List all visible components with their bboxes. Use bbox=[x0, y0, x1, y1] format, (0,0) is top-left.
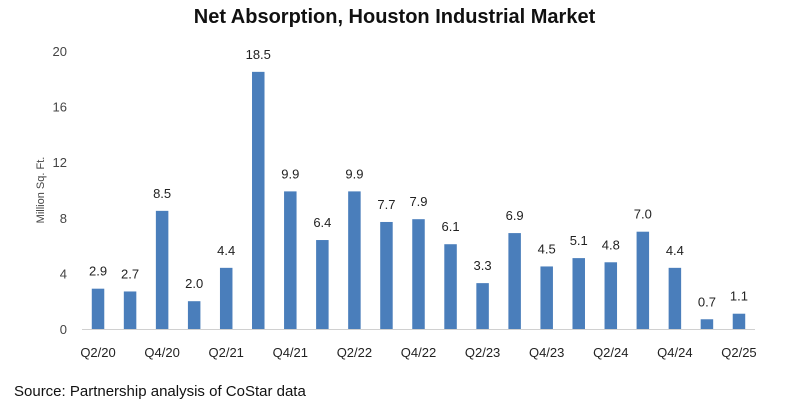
x-tick-label: Q2/23 bbox=[465, 345, 500, 360]
bar bbox=[604, 262, 618, 329]
data-label: 6.4 bbox=[313, 215, 331, 230]
y-tick-label: 0 bbox=[60, 322, 67, 337]
y-tick-label: 16 bbox=[53, 100, 67, 115]
y-tick-label: 20 bbox=[53, 44, 67, 59]
data-label: 2.0 bbox=[185, 276, 203, 291]
bar bbox=[476, 283, 489, 329]
source-note: Source: Partnership analysis of CoStar d… bbox=[14, 383, 306, 400]
bar bbox=[636, 231, 650, 329]
data-label: 4.4 bbox=[666, 243, 684, 258]
x-tick-label: Q2/25 bbox=[721, 345, 756, 360]
data-label: 4.8 bbox=[602, 237, 620, 252]
data-label: 6.1 bbox=[442, 219, 460, 234]
data-label: 4.5 bbox=[538, 241, 556, 256]
data-label: 7.0 bbox=[634, 207, 652, 222]
bar bbox=[284, 191, 297, 329]
data-label: 3.3 bbox=[474, 258, 492, 273]
data-label: 18.5 bbox=[246, 47, 271, 62]
data-label: 5.1 bbox=[570, 233, 588, 248]
y-axis-label: Million Sq. Ft. bbox=[35, 157, 47, 224]
x-tick-label: Q4/22 bbox=[401, 345, 436, 360]
x-axis-labels: Q2/20 Q4/20 Q2/21 Q4/21 Q2/22 Q4/22 Q2/23 Q4/23… bbox=[80, 345, 756, 360]
bar bbox=[540, 266, 553, 329]
x-tick-label: Q4/21 bbox=[273, 345, 308, 360]
x-tick-label: Q4/23 bbox=[529, 345, 564, 360]
data-label: 2.7 bbox=[121, 266, 139, 281]
bar bbox=[219, 267, 233, 329]
data-label: 9.9 bbox=[281, 166, 299, 181]
x-tick-label: Q4/24 bbox=[657, 345, 692, 360]
bar bbox=[123, 291, 137, 329]
data-label: 9.9 bbox=[345, 166, 363, 181]
x-tick-label: Q4/20 bbox=[144, 345, 179, 360]
bar bbox=[187, 301, 201, 329]
data-label: 0.7 bbox=[698, 294, 716, 309]
y-axis-ticks: 0 4 8 12 16 20 bbox=[53, 44, 67, 337]
chart-title: Net Absorption, Houston Industrial Marke… bbox=[193, 6, 596, 28]
bar bbox=[732, 313, 746, 329]
y-tick-label: 12 bbox=[53, 155, 67, 170]
bar bbox=[316, 240, 329, 329]
bar bbox=[348, 191, 361, 329]
data-label: 7.9 bbox=[409, 194, 427, 209]
bar bbox=[508, 233, 521, 329]
data-label: 1.1 bbox=[730, 289, 748, 304]
bars bbox=[91, 71, 746, 329]
x-tick-label: Q2/20 bbox=[80, 345, 115, 360]
x-tick-label: Q2/24 bbox=[593, 345, 628, 360]
x-tick-label: Q2/21 bbox=[209, 345, 244, 360]
bar bbox=[668, 267, 682, 329]
y-tick-label: 4 bbox=[60, 266, 67, 281]
bar bbox=[252, 71, 265, 329]
data-label: 6.9 bbox=[506, 208, 524, 223]
data-label: 4.4 bbox=[217, 243, 235, 258]
bar bbox=[91, 288, 105, 329]
data-label: 7.7 bbox=[377, 197, 395, 212]
data-label: 2.9 bbox=[89, 264, 107, 279]
bar bbox=[700, 319, 714, 329]
bar bbox=[412, 219, 425, 329]
bar bbox=[380, 221, 393, 329]
y-tick-label: 8 bbox=[60, 211, 67, 226]
bar bbox=[444, 244, 457, 329]
x-tick-label: Q2/22 bbox=[337, 345, 372, 360]
y-axis-title: Million Sq. Ft. bbox=[35, 157, 47, 224]
data-labels: 2.9 2.7 8.5 2.0 4.4 18.5 9.9 6.4 9.9 7.7 7.9 6.1 3.3… bbox=[89, 47, 748, 309]
bar bbox=[572, 258, 585, 329]
bar bbox=[155, 210, 169, 329]
data-label: 8.5 bbox=[153, 186, 171, 201]
